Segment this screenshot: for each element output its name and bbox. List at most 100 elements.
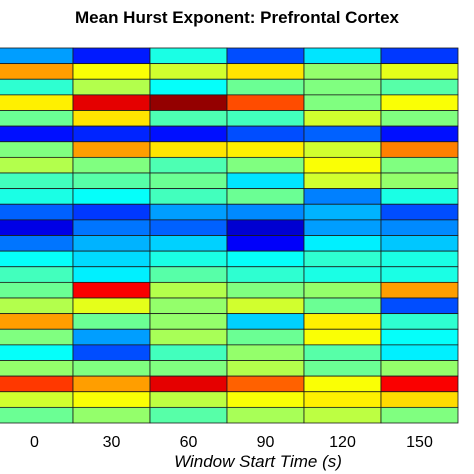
heatmap-cell: [380, 63, 459, 80]
heatmap-cell: [72, 125, 151, 143]
heatmap-cell: [303, 281, 382, 299]
heatmap-cell: [72, 235, 151, 252]
x-tick-label: 0: [30, 434, 39, 451]
heatmap-cell: [0, 266, 74, 283]
heatmap-cell: [0, 219, 74, 236]
heatmap-cell: [0, 203, 74, 221]
heatmap-cell: [303, 375, 382, 393]
heatmap-cell: [72, 94, 151, 111]
heatmap-cell: [303, 360, 382, 377]
heatmap-cell: [72, 156, 151, 174]
heatmap-cell: [303, 313, 382, 330]
heatmap-cell: [0, 297, 74, 315]
heatmap-cell: [380, 328, 459, 346]
heatmap-cell: [72, 344, 151, 361]
heatmap-cell: [380, 406, 459, 424]
heatmap-cell: [303, 78, 382, 96]
heatmap-cell: [380, 297, 459, 315]
heatmap-cell: [380, 188, 459, 205]
heatmap-cell: [0, 94, 74, 111]
heatmap-cell: [0, 63, 74, 80]
heatmap-cell: [226, 281, 305, 299]
heatmap-cell: [72, 391, 151, 408]
heatmap-cell: [226, 406, 305, 424]
heatmap-cell: [0, 313, 74, 330]
heatmap-cell: [226, 125, 305, 143]
heatmap-cell: [303, 188, 382, 205]
heatmap-cell: [303, 172, 382, 190]
heatmap-cell: [149, 78, 228, 96]
heatmap-cell: [149, 406, 228, 424]
heatmap-cell: [149, 203, 228, 221]
heatmap-cell: [303, 47, 382, 65]
heatmap-cell: [0, 110, 74, 127]
heatmap-cell: [303, 110, 382, 127]
heatmap-cell: [303, 94, 382, 111]
heatmap-cell: [226, 47, 305, 65]
heatmap-cell: [226, 63, 305, 80]
chart-title: Mean Hurst Exponent: Prefrontal Cortex: [75, 8, 400, 27]
heatmap-cell: [0, 78, 74, 96]
heatmap-cell: [149, 360, 228, 377]
heatmap-cell: [72, 141, 151, 158]
heatmap-cell: [0, 375, 74, 393]
heatmap-cell: [226, 172, 305, 190]
heatmap-cell: [0, 250, 74, 268]
heatmap-cell: [303, 328, 382, 346]
heatmap-cell: [149, 328, 228, 346]
heatmap-cell: [380, 110, 459, 127]
heatmap-cell: [72, 375, 151, 393]
heatmap-cell: [226, 360, 305, 377]
x-axis-label: Window Start Time (s): [174, 452, 342, 471]
heatmap-cell: [72, 360, 151, 377]
x-tick-label: 60: [180, 434, 198, 451]
heatmap-cell: [380, 344, 459, 361]
heatmap-cell: [380, 375, 459, 393]
heatmap-cell: [226, 94, 305, 111]
heatmap-cell: [72, 47, 151, 65]
heatmap-cell: [149, 219, 228, 236]
heatmap-cell: [303, 344, 382, 361]
heatmap-cell: [149, 344, 228, 361]
heatmap-cell: [380, 141, 459, 158]
heatmap-cell: [149, 172, 228, 190]
heatmap-cell: [380, 313, 459, 330]
heatmap-cell: [226, 203, 305, 221]
heatmap-cell: [226, 375, 305, 393]
heatmap-cell: [380, 78, 459, 96]
heatmap-cell: [72, 313, 151, 330]
heatmap-cell: [72, 266, 151, 283]
heatmap-cell: [149, 47, 228, 65]
heatmap-cells: [0, 47, 459, 424]
heatmap-cell: [149, 156, 228, 174]
heatmap-cell: [149, 297, 228, 315]
heatmap-cell: [303, 250, 382, 268]
heatmap-cell: [72, 172, 151, 190]
heatmap-cell: [303, 266, 382, 283]
heatmap-cell: [380, 391, 459, 408]
heatmap-cell: [0, 391, 74, 408]
heatmap-cell: [72, 406, 151, 424]
heatmap-cell: [303, 156, 382, 174]
heatmap-cell: [72, 78, 151, 96]
heatmap-cell: [0, 406, 74, 424]
heatmap-cell: [380, 235, 459, 252]
heatmap-cell: [72, 281, 151, 299]
x-tick-label: 120: [329, 434, 356, 451]
x-tick-label: 30: [103, 434, 121, 451]
heatmap-cell: [149, 94, 228, 111]
heatmap-cell: [149, 63, 228, 80]
heatmap-cell: [0, 188, 74, 205]
heatmap-cell: [303, 406, 382, 424]
heatmap-cell: [149, 391, 228, 408]
heatmap-cell: [226, 313, 305, 330]
heatmap-cell: [303, 63, 382, 80]
heatmap-cell: [72, 63, 151, 80]
heatmap-cell: [380, 360, 459, 377]
heatmap-cell: [0, 47, 74, 65]
heatmap-cell: [226, 235, 305, 252]
heatmap-cell: [149, 281, 228, 299]
heatmap-cell: [226, 78, 305, 96]
heatmap-cell: [0, 360, 74, 377]
heatmap-cell: [226, 344, 305, 361]
